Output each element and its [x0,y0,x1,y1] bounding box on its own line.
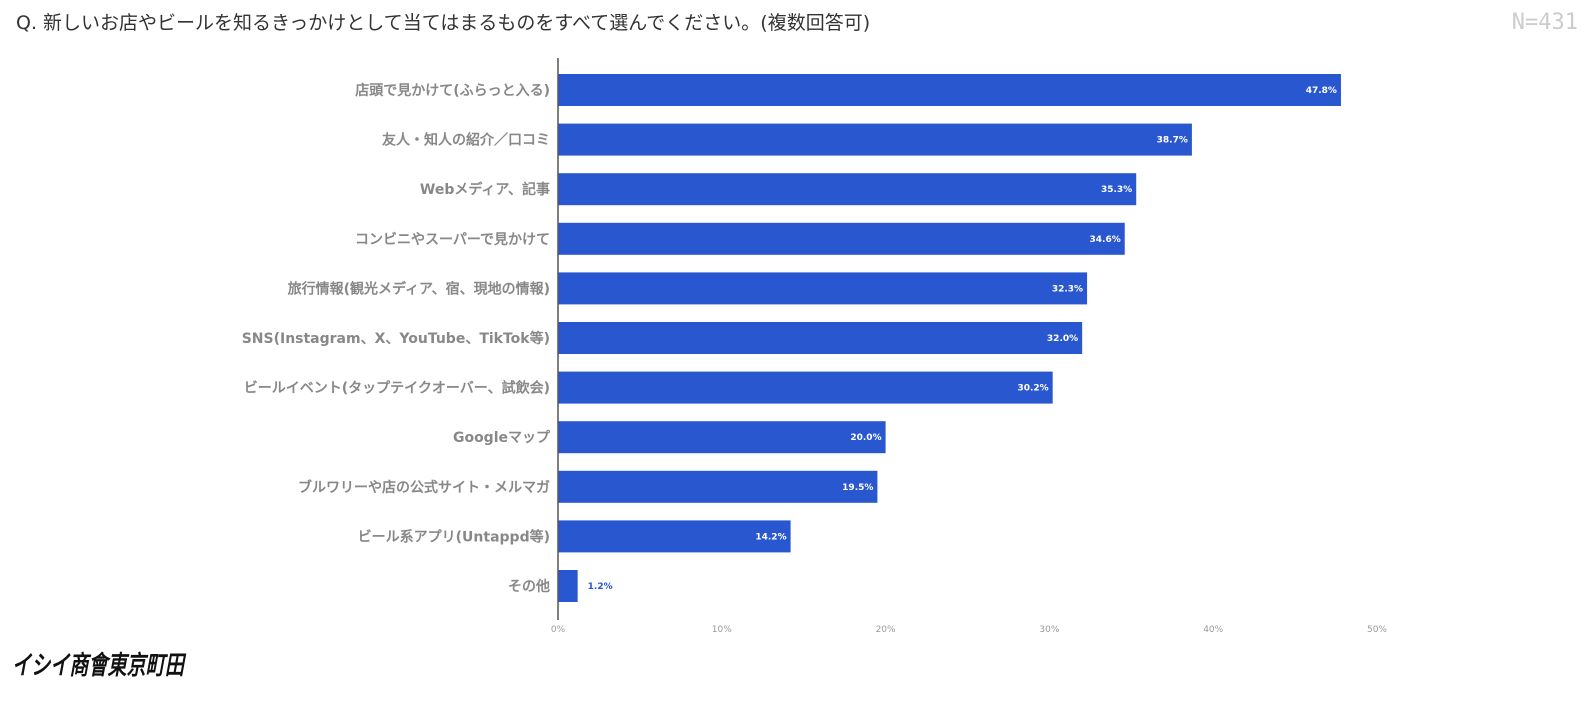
x-tick-label: 20% [876,625,896,635]
category-label: ビール系アプリ(Untappd等) [358,528,550,545]
category-label: Webメディア、記事 [420,181,550,198]
x-tick-label: 0% [551,625,566,635]
category-label: SNS(Instagram、X、YouTube、TikTok等) [242,330,550,347]
category-label: 店頭で見かけて(ふらっと入る) [355,82,550,99]
category-label: ビールイベント(タップテイクオーバー、試飲会) [244,380,550,397]
value-label: 35.3% [1101,185,1132,195]
bar [558,372,1053,404]
category-label: 旅行情報(観光メディア、宿、現地の情報) [288,280,550,297]
category-label: 友人・知人の紹介／口コミ [382,132,550,149]
value-label: 30.2% [1017,384,1048,394]
x-tick-label: 40% [1203,625,1223,635]
bar [558,421,886,453]
bar [558,272,1087,304]
value-label: 19.5% [842,483,873,493]
value-label: 14.2% [755,532,786,542]
value-label: 47.8% [1306,86,1337,96]
category-label: その他 [508,578,550,595]
bar [558,471,877,503]
category-label: コンビニやスーパーで見かけて [355,232,550,248]
category-label: ブルワリーや店の公式サイト・メルマガ [298,479,550,496]
value-label: 38.7% [1157,136,1188,146]
value-label: 32.3% [1052,284,1083,294]
bar [558,173,1136,205]
x-tick-label: 10% [712,625,732,635]
bar [558,322,1082,354]
bar [558,223,1125,255]
bar [558,74,1341,106]
value-label: 32.0% [1047,334,1078,344]
value-label: 1.2% [588,582,613,592]
category-label: Googleマップ [453,430,551,446]
value-label: 20.0% [850,433,881,443]
value-label: 34.6% [1090,235,1121,245]
brand-logo-text: イシイ商會東京町田 [12,651,187,681]
x-tick-label: 50% [1367,625,1387,635]
bar [558,124,1192,156]
bar [558,570,578,602]
brand-logo: イシイ商會東京町田 [12,644,188,684]
x-tick-label: 30% [1039,625,1059,635]
